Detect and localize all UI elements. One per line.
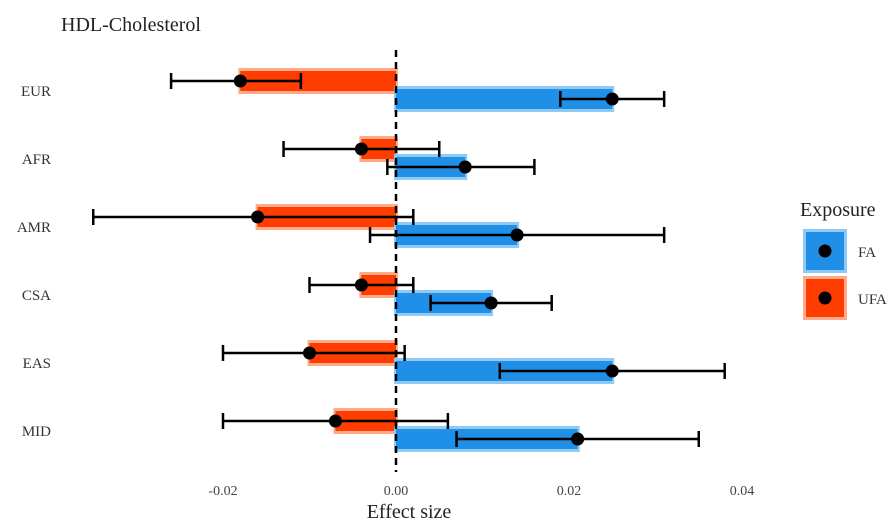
category-label-eur: EUR [21, 84, 51, 100]
point-ufa-csa [354, 278, 368, 292]
category-label-csa: CSA [22, 288, 51, 304]
x-tick-label: 0.02 [557, 484, 582, 499]
legend: Exposure FA UFA [800, 199, 887, 320]
point-ufa-afr [354, 142, 368, 156]
point-fa-mid [571, 432, 585, 446]
category-label-eas: EAS [23, 356, 51, 372]
point-ufa-amr [251, 210, 265, 224]
legend-label-fa: FA [858, 245, 876, 261]
x-axis-ticks: -0.02 0.00 0.02 0.04 [208, 484, 754, 499]
category-label-afr: AFR [22, 152, 51, 168]
point-ufa-mid [328, 414, 342, 428]
category-labels: EUR AFR AMR CSA EAS MID [17, 84, 51, 440]
legend-key-point-ufa [818, 291, 832, 305]
error-bars [92, 73, 726, 447]
x-axis-title: Effect size [367, 501, 452, 522]
chart-title: HDL-Cholesterol [61, 14, 201, 36]
x-tick-label: 0.04 [730, 484, 755, 499]
point-fa-eur [605, 92, 619, 106]
point-fa-amr [510, 228, 524, 242]
bar-fa-eur [396, 89, 613, 109]
point-ufa-eur [233, 74, 247, 88]
point-ufa-eas [303, 346, 316, 360]
x-tick-label: 0.00 [384, 484, 409, 499]
point-fa-csa [484, 296, 498, 310]
legend-key-point-fa [818, 244, 832, 258]
point-fa-eas [605, 364, 619, 378]
point-estimates [233, 74, 619, 446]
category-label-mid: MID [22, 424, 51, 440]
category-label-amr: AMR [17, 220, 51, 236]
point-fa-afr [458, 160, 472, 174]
legend-label-ufa: UFA [858, 292, 887, 308]
x-tick-label: -0.02 [208, 484, 237, 499]
bar-ufa-eur [240, 71, 396, 91]
legend-title: Exposure [800, 199, 876, 221]
bars [238, 68, 615, 452]
